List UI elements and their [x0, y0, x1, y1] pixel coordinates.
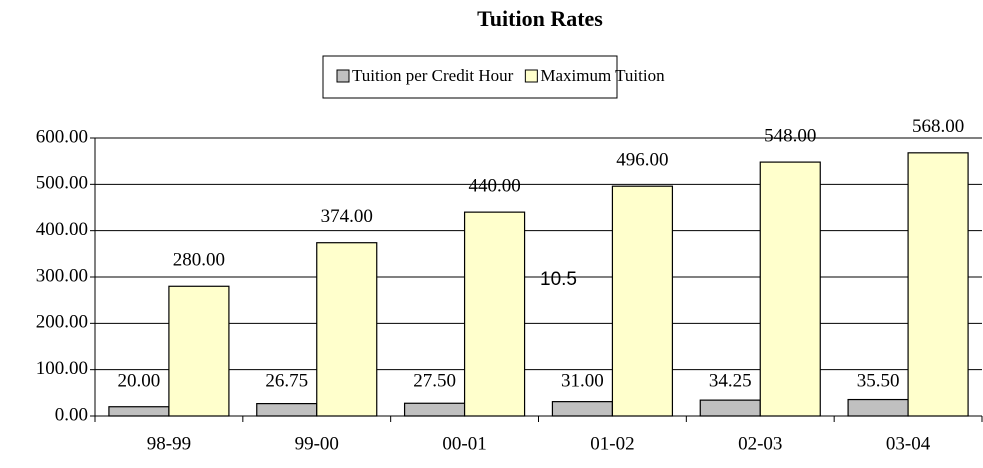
y-tick-label: 400.00	[36, 219, 88, 240]
bar	[847, 398, 909, 417]
data-label: 440.00	[468, 175, 520, 196]
y-tick-label: 0.00	[55, 404, 88, 425]
bar	[403, 402, 466, 417]
bar	[463, 211, 526, 417]
x-tick-label: 99-00	[295, 433, 339, 454]
bar	[699, 399, 761, 417]
y-tick-label: 300.00	[36, 265, 88, 286]
legend-box	[322, 55, 618, 99]
y-tick-label: 100.00	[36, 358, 88, 379]
x-tick-label: 03-04	[886, 433, 931, 454]
bar	[316, 242, 378, 417]
x-tick-label: 02-03	[738, 433, 782, 454]
bar	[907, 152, 969, 417]
legend-swatch	[336, 69, 350, 83]
legend-swatch	[524, 69, 538, 83]
data-label: 568.00	[912, 116, 964, 137]
bar	[611, 185, 674, 417]
data-label: 374.00	[321, 206, 373, 227]
data-label: 27.50	[413, 370, 456, 391]
data-label: 548.00	[764, 125, 816, 146]
data-label: 31.00	[561, 370, 604, 391]
data-label: 35.50	[857, 370, 900, 391]
x-tick-label: 98-99	[147, 433, 191, 454]
bar	[256, 403, 318, 417]
data-label: 280.00	[173, 250, 225, 271]
x-tick-label: 01-02	[590, 433, 634, 454]
chart-title: Tuition Rates	[477, 6, 603, 31]
y-tick-label: 200.00	[36, 312, 88, 333]
y-tick-label: 500.00	[36, 173, 88, 194]
legend-label: Maximum Tuition	[540, 66, 665, 85]
y-tick-label: 600.00	[36, 126, 88, 147]
data-label: 26.75	[265, 370, 308, 391]
legend-label: Tuition per Credit Hour	[352, 66, 514, 85]
bar	[108, 406, 170, 417]
bar	[759, 161, 821, 417]
annotation: 10.5	[540, 269, 577, 290]
data-label: 34.25	[709, 370, 752, 391]
data-label: 20.00	[118, 370, 161, 391]
bar	[168, 285, 230, 417]
x-tick-label: 00-01	[442, 433, 486, 454]
data-label: 496.00	[616, 150, 668, 171]
bar	[551, 401, 614, 417]
